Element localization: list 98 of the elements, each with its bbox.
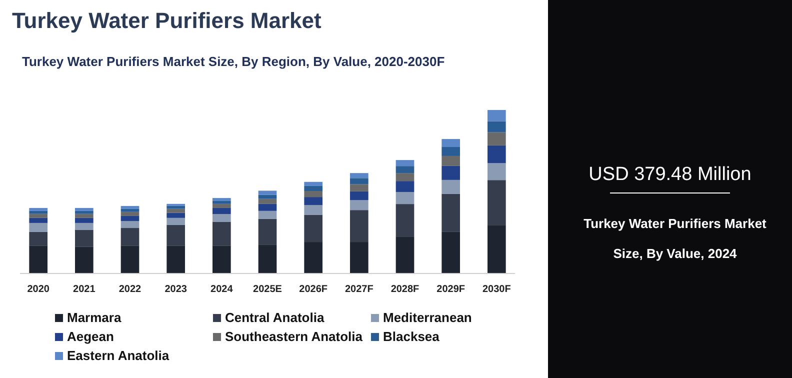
bar bbox=[120, 206, 140, 209]
bar bbox=[350, 210, 368, 242]
x-tick-label: 2028F bbox=[390, 284, 420, 295]
x-tick-label: 2029F bbox=[436, 284, 466, 295]
bar bbox=[304, 242, 322, 273]
legend-label: Eastern Anatolia bbox=[67, 348, 170, 363]
bar bbox=[488, 145, 506, 164]
bar bbox=[350, 184, 368, 192]
bar bbox=[258, 194, 277, 199]
bar bbox=[350, 200, 368, 210]
bar bbox=[258, 190, 277, 195]
bar bbox=[350, 178, 368, 184]
bar bbox=[488, 163, 506, 180]
bar bbox=[258, 204, 277, 211]
bar bbox=[304, 197, 322, 206]
bar bbox=[396, 173, 414, 182]
bar bbox=[396, 236, 414, 273]
bar bbox=[488, 110, 506, 122]
text: Turkey Water Purifiers Market Size, By Value, 2024 bbox=[584, 216, 768, 261]
bar bbox=[488, 121, 506, 132]
bar bbox=[350, 191, 368, 200]
bar bbox=[29, 210, 48, 214]
bar bbox=[29, 218, 48, 223]
bar bbox=[258, 210, 277, 219]
legend-label: Mediterranean bbox=[383, 310, 472, 325]
bar bbox=[442, 194, 460, 232]
chart-subtitle: Turkey Water Purifiers Market Size, By Region, By Value, 2020-2030F bbox=[22, 54, 445, 69]
bar bbox=[166, 206, 185, 209]
bar bbox=[258, 198, 277, 204]
bar bbox=[488, 132, 506, 146]
bar bbox=[258, 244, 277, 273]
bar bbox=[166, 218, 185, 225]
bar bbox=[212, 200, 231, 204]
bar bbox=[166, 212, 185, 218]
bar bbox=[350, 173, 368, 178]
bar bbox=[212, 222, 231, 246]
bar bbox=[350, 242, 368, 273]
bar bbox=[75, 210, 94, 214]
legend-label: Marmara bbox=[67, 310, 122, 325]
bar bbox=[120, 221, 140, 228]
bar bbox=[75, 222, 94, 230]
chart-title: Turkey Water Purifiers Market bbox=[12, 8, 322, 33]
bar bbox=[166, 224, 185, 246]
bar bbox=[29, 246, 48, 273]
bar bbox=[396, 192, 414, 204]
x-tick-label: 2020 bbox=[27, 284, 50, 295]
bar bbox=[442, 147, 460, 156]
bar bbox=[120, 216, 140, 222]
bar bbox=[442, 180, 460, 194]
bar bbox=[120, 228, 140, 246]
legend-label: Southeastern Anatolia bbox=[225, 329, 364, 344]
text: USD 379.48 Million bbox=[588, 164, 752, 185]
bar bbox=[212, 208, 231, 214]
bar bbox=[29, 214, 48, 218]
x-tick-label: 2021 bbox=[73, 284, 96, 295]
bar bbox=[75, 230, 94, 247]
x-tick-label: 2026F bbox=[299, 284, 328, 295]
x-tick-label: 2022 bbox=[118, 284, 142, 295]
bar bbox=[29, 222, 48, 232]
x-tick-label: 2025E bbox=[253, 284, 282, 295]
bar bbox=[304, 186, 322, 192]
x-tick-label: 2024 bbox=[210, 284, 234, 295]
bar bbox=[488, 225, 506, 273]
bar bbox=[75, 208, 94, 211]
bar bbox=[166, 208, 185, 213]
bar bbox=[75, 218, 94, 223]
legend-label: Central Anatolia bbox=[225, 310, 325, 325]
bar bbox=[75, 214, 94, 218]
bar bbox=[442, 166, 460, 180]
bar bbox=[75, 246, 94, 273]
bar bbox=[120, 208, 140, 212]
bar bbox=[442, 139, 460, 147]
bar bbox=[120, 212, 140, 216]
bar bbox=[396, 160, 414, 166]
bar bbox=[212, 246, 231, 273]
bar bbox=[29, 208, 48, 211]
bar bbox=[304, 214, 322, 242]
bar bbox=[488, 180, 506, 226]
bar bbox=[396, 204, 414, 237]
bar bbox=[396, 166, 414, 174]
bar bbox=[29, 232, 48, 246]
x-tick-label: 2023 bbox=[164, 284, 188, 295]
bar bbox=[304, 191, 322, 198]
bar bbox=[212, 214, 231, 222]
legend-label: Blacksea bbox=[383, 329, 440, 344]
bar bbox=[258, 218, 277, 245]
bar bbox=[212, 198, 231, 201]
bar bbox=[212, 204, 231, 208]
bar bbox=[442, 232, 460, 273]
bar bbox=[304, 205, 322, 215]
bar bbox=[442, 156, 460, 166]
bar bbox=[166, 246, 185, 273]
bar bbox=[120, 246, 140, 273]
x-tick-label: 2027F bbox=[344, 284, 374, 295]
bar bbox=[396, 181, 414, 192]
x-tick-label: 2030F bbox=[482, 284, 511, 295]
legend-label: Aegean bbox=[67, 329, 114, 344]
bar bbox=[304, 182, 322, 186]
